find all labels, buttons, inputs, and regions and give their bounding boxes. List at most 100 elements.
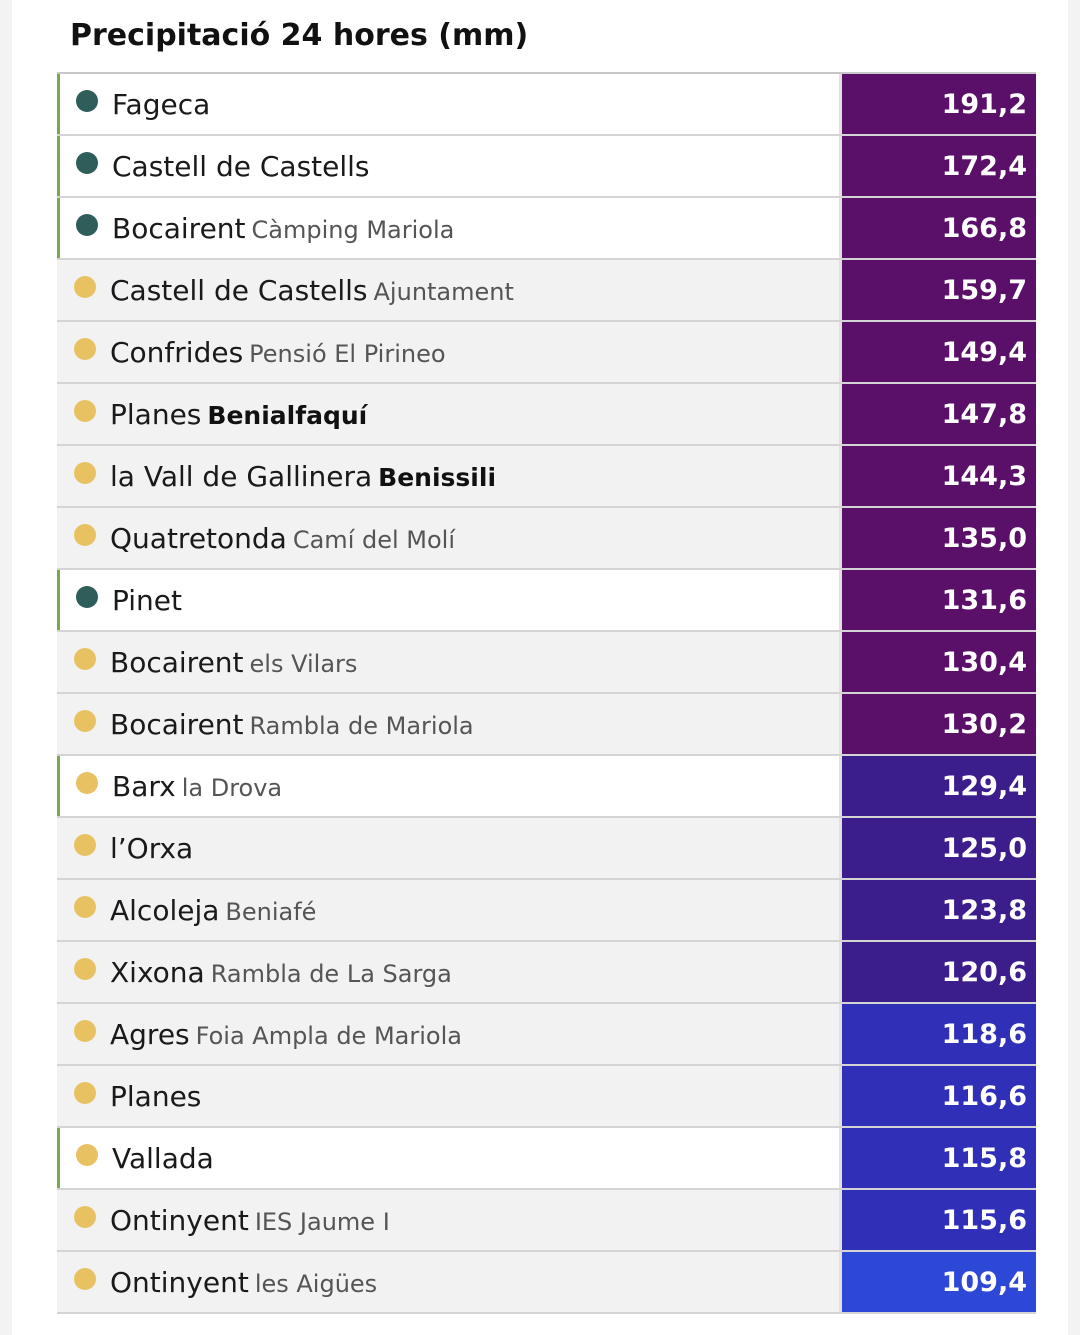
precipitation-value: 131,6 <box>842 570 1036 630</box>
yellow-dot-icon <box>74 338 96 360</box>
table-row[interactable]: Fageca 191,2 <box>57 74 1036 136</box>
column-separator <box>839 942 842 1002</box>
table-row[interactable]: Castell de Castells 172,4 <box>57 136 1036 198</box>
station-cell: Planes Benialfaquí <box>57 384 839 444</box>
station-label: Confrides Pensió El Pirineo <box>110 336 446 369</box>
precipitation-value: 130,4 <box>842 632 1036 692</box>
table-row[interactable]: Alcoleja Beniafé 123,8 <box>57 880 1036 942</box>
station-label: Planes Benialfaquí <box>110 398 367 431</box>
table-row[interactable]: Barx la Drova 129,4 <box>57 756 1036 818</box>
table-row[interactable]: Castell de Castells Ajuntament 159,7 <box>57 260 1036 322</box>
column-separator <box>839 694 842 754</box>
column-separator <box>839 818 842 878</box>
table-row[interactable]: Pinet 131,6 <box>57 570 1036 632</box>
column-separator <box>839 1004 842 1064</box>
column-separator <box>839 632 842 692</box>
table-row[interactable]: Ontinyent les Aigües 109,4 <box>57 1252 1036 1314</box>
yellow-dot-icon <box>74 896 96 918</box>
station-cell: la Vall de Gallinera Benissili <box>57 446 839 506</box>
table-row[interactable]: Agres Foia Ampla de Mariola 118,6 <box>57 1004 1036 1066</box>
station-location: Pensió El Pirineo <box>249 340 446 368</box>
station-name: Bocairent <box>110 646 244 679</box>
precipitation-value: 144,3 <box>842 446 1036 506</box>
station-label: Barx la Drova <box>112 770 282 803</box>
yellow-dot-icon <box>76 1144 98 1166</box>
table-row[interactable]: Ontinyent IES Jaume I 115,6 <box>57 1190 1036 1252</box>
precipitation-value: 159,7 <box>842 260 1036 320</box>
station-name: Bocairent <box>110 708 244 741</box>
station-cell: l’Orxa <box>57 818 839 878</box>
station-cell: Barx la Drova <box>57 756 839 816</box>
column-separator <box>839 880 842 940</box>
column-separator <box>839 1252 842 1312</box>
column-separator <box>839 198 842 258</box>
station-label: Castell de Castells <box>112 150 370 183</box>
yellow-dot-icon <box>74 1268 96 1290</box>
station-name: Agres <box>110 1018 190 1051</box>
precipitation-value: 115,6 <box>842 1190 1036 1250</box>
station-name: Planes <box>110 1080 202 1113</box>
table-row[interactable]: l’Orxa 125,0 <box>57 818 1036 880</box>
station-cell: Alcoleja Beniafé <box>57 880 839 940</box>
station-cell: Pinet <box>57 570 839 630</box>
station-label: Ontinyent les Aigües <box>110 1266 377 1299</box>
station-location: Rambla de Mariola <box>249 712 474 740</box>
table-row[interactable]: Bocairent Càmping Mariola 166,8 <box>57 198 1036 260</box>
station-name: l’Orxa <box>110 832 194 865</box>
precipitation-value: 123,8 <box>842 880 1036 940</box>
table-row[interactable]: Planes 116,6 <box>57 1066 1036 1128</box>
precipitation-value: 191,2 <box>842 74 1036 134</box>
yellow-dot-icon <box>74 648 96 670</box>
station-cell: Quatretonda Camí del Molí <box>57 508 839 568</box>
table-body: Fageca 191,2 Castell de Castells 172,4 Bocai… <box>57 74 1036 1314</box>
station-location: Benissili <box>378 463 497 492</box>
station-label: l’Orxa <box>110 832 193 865</box>
station-name: Confrides <box>110 336 244 369</box>
table-row[interactable]: Planes Benialfaquí 147,8 <box>57 384 1036 446</box>
column-separator <box>839 1190 842 1250</box>
table-row[interactable]: Bocairent els Vilars 130,4 <box>57 632 1036 694</box>
station-cell: Bocairent Rambla de Mariola <box>57 694 839 754</box>
table-row[interactable]: Quatretonda Camí del Molí 135,0 <box>57 508 1036 570</box>
precipitation-value: 172,4 <box>842 136 1036 196</box>
table-row[interactable]: Bocairent Rambla de Mariola 130,2 <box>57 694 1036 756</box>
precipitation-value: 147,8 <box>842 384 1036 444</box>
column-separator <box>839 384 842 444</box>
column-separator <box>839 136 842 196</box>
precipitation-value: 166,8 <box>842 198 1036 258</box>
column-separator <box>839 756 842 816</box>
station-cell: Bocairent Càmping Mariola <box>57 198 839 258</box>
table-top-rule <box>57 72 1036 74</box>
station-name: Ontinyent <box>110 1204 249 1237</box>
station-cell: Planes <box>57 1066 839 1126</box>
station-label: Vallada <box>112 1142 214 1175</box>
yellow-dot-icon <box>74 1206 96 1228</box>
station-location: la Drova <box>181 774 283 802</box>
precipitation-value: 130,2 <box>842 694 1036 754</box>
precipitation-value: 116,6 <box>842 1066 1036 1126</box>
station-label: Xixona Rambla de La Sarga <box>110 956 452 989</box>
page-title: Precipitació 24 hores (mm) <box>70 18 529 53</box>
table-row[interactable]: Vallada 115,8 <box>57 1128 1036 1190</box>
precipitation-value: 109,4 <box>842 1252 1036 1312</box>
precipitation-value: 118,6 <box>842 1004 1036 1064</box>
station-cell: Vallada <box>57 1128 839 1188</box>
precipitation-value: 149,4 <box>842 322 1036 382</box>
yellow-dot-icon <box>74 400 96 422</box>
table-row[interactable]: la Vall de Gallinera Benissili 144,3 <box>57 446 1036 508</box>
station-location: Rambla de La Sarga <box>210 960 452 988</box>
yellow-dot-icon <box>74 1020 96 1042</box>
column-separator <box>839 446 842 506</box>
column-separator <box>839 322 842 382</box>
yellow-dot-icon <box>76 772 98 794</box>
teal-dot-icon <box>76 90 98 112</box>
station-cell: Confrides Pensió El Pirineo <box>57 322 839 382</box>
yellow-dot-icon <box>74 462 96 484</box>
table-row[interactable]: Confrides Pensió El Pirineo 149,4 <box>57 322 1036 384</box>
station-cell: Castell de Castells Ajuntament <box>57 260 839 320</box>
station-location: Càmping Mariola <box>251 216 455 244</box>
station-name: Fageca <box>112 88 211 121</box>
station-name: Vallada <box>112 1142 214 1175</box>
table-row[interactable]: Xixona Rambla de La Sarga 120,6 <box>57 942 1036 1004</box>
station-name: Barx <box>112 770 176 803</box>
